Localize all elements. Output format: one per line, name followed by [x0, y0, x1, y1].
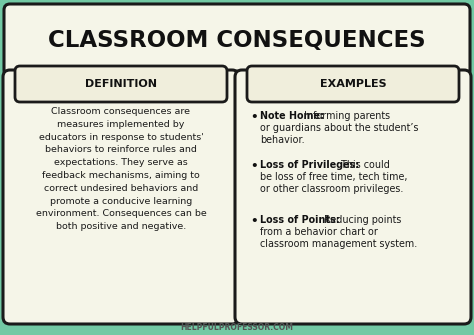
Text: •: •	[250, 111, 258, 124]
Text: behavior.: behavior.	[260, 135, 305, 145]
Text: Informing parents: Informing parents	[301, 111, 390, 121]
Text: or guardians about the student’s: or guardians about the student’s	[260, 123, 419, 133]
FancyBboxPatch shape	[235, 70, 471, 324]
Text: DEFINITION: DEFINITION	[85, 79, 157, 89]
Text: EXAMPLES: EXAMPLES	[319, 79, 386, 89]
Text: promote a conducive learning: promote a conducive learning	[50, 197, 192, 206]
Text: CLASSROOM CONSEQUENCES: CLASSROOM CONSEQUENCES	[48, 28, 426, 52]
Text: Classroom consequences are: Classroom consequences are	[52, 107, 191, 116]
Text: behaviors to reinforce rules and: behaviors to reinforce rules and	[45, 145, 197, 154]
Text: Loss of Points:: Loss of Points:	[260, 215, 340, 225]
Text: from a behavior chart or: from a behavior chart or	[260, 227, 378, 237]
Text: or other classroom privileges.: or other classroom privileges.	[260, 184, 403, 194]
Text: Note Home:: Note Home:	[260, 111, 324, 121]
FancyBboxPatch shape	[15, 66, 227, 102]
Text: classroom management system.: classroom management system.	[260, 239, 417, 249]
Text: feedback mechanisms, aiming to: feedback mechanisms, aiming to	[42, 171, 200, 180]
Text: correct undesired behaviors and: correct undesired behaviors and	[44, 184, 198, 193]
Text: expectations. They serve as: expectations. They serve as	[54, 158, 188, 167]
Text: both positive and negative.: both positive and negative.	[56, 222, 186, 231]
FancyBboxPatch shape	[3, 70, 239, 324]
Text: Loss of Privileges:: Loss of Privileges:	[260, 160, 359, 170]
Text: be loss of free time, tech time,: be loss of free time, tech time,	[260, 172, 408, 182]
Text: measures implemented by: measures implemented by	[57, 120, 185, 129]
Text: •: •	[250, 160, 258, 173]
Text: •: •	[250, 215, 258, 228]
Text: This could: This could	[338, 160, 390, 170]
FancyBboxPatch shape	[4, 4, 470, 76]
Text: educators in response to students': educators in response to students'	[38, 133, 203, 142]
Text: HELPFULPROFESSOR.COM: HELPFULPROFESSOR.COM	[181, 323, 293, 332]
Text: Reducing points: Reducing points	[321, 215, 402, 225]
Text: environment. Consequences can be: environment. Consequences can be	[36, 209, 206, 218]
FancyBboxPatch shape	[247, 66, 459, 102]
